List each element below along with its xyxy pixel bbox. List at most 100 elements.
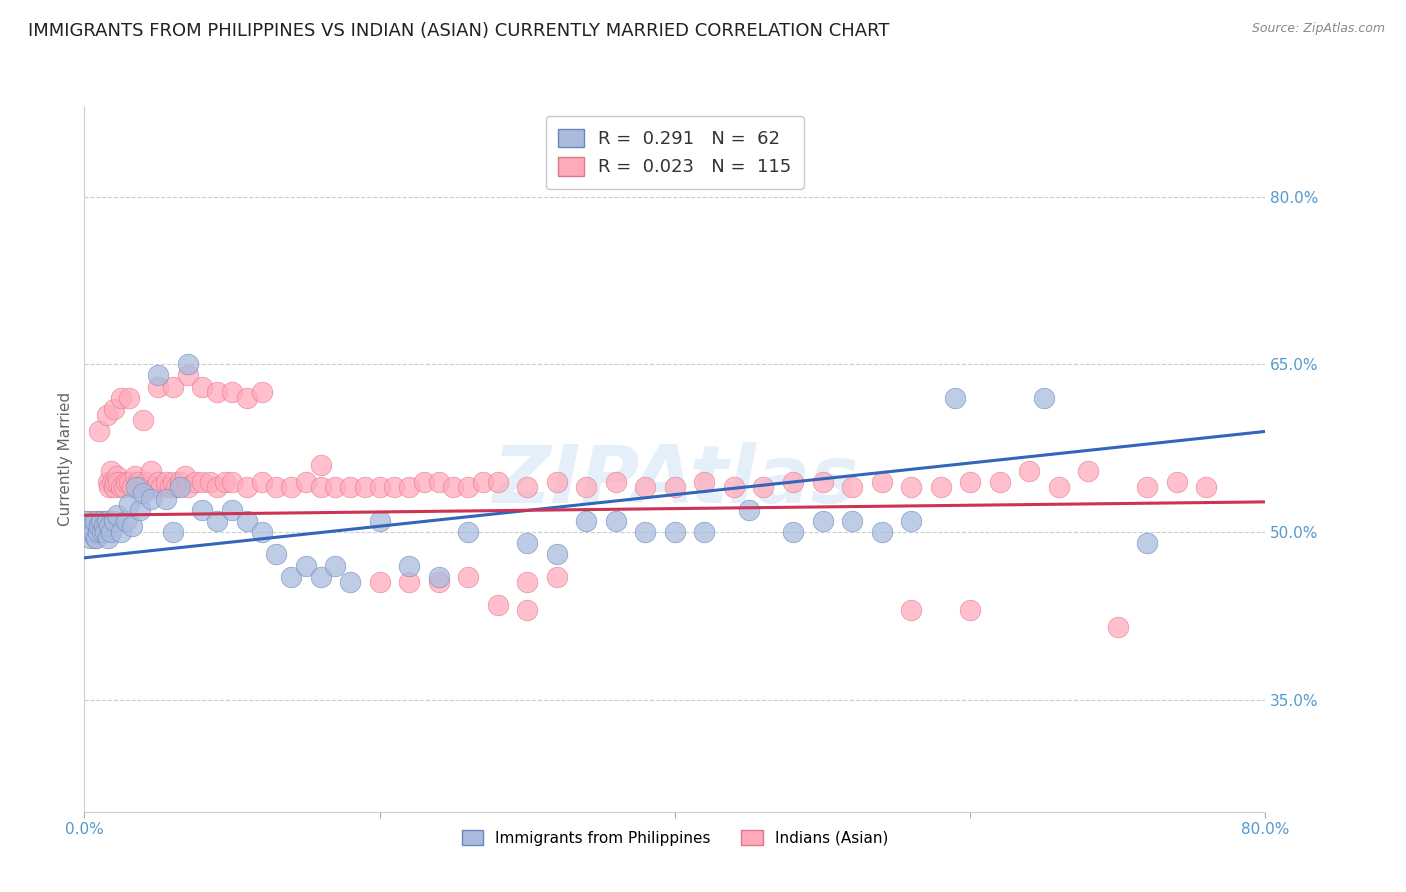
Point — [79, 531, 101, 545]
Point — [127, 475, 149, 489]
Point — [752, 480, 775, 494]
Point — [443, 480, 465, 494]
Point — [118, 497, 141, 511]
Point — [900, 480, 922, 494]
Point — [236, 391, 259, 405]
Point — [155, 475, 177, 489]
Point — [143, 480, 166, 494]
Point — [86, 525, 108, 540]
Point — [309, 458, 332, 472]
Point — [811, 475, 834, 489]
Point — [148, 475, 170, 489]
Point — [486, 475, 509, 489]
Point — [1107, 620, 1129, 634]
Point — [121, 519, 143, 533]
Point — [325, 558, 347, 573]
Point — [413, 475, 436, 489]
Point — [150, 480, 173, 494]
Point — [309, 480, 332, 494]
Point — [184, 475, 207, 489]
Point — [266, 480, 288, 494]
Point — [132, 413, 155, 427]
Point — [207, 480, 229, 494]
Point — [84, 531, 107, 545]
Point — [339, 575, 361, 590]
Point — [457, 525, 479, 540]
Point — [87, 525, 111, 540]
Point — [84, 519, 107, 533]
Point — [103, 514, 125, 528]
Point — [870, 475, 893, 489]
Point — [1047, 480, 1070, 494]
Point — [236, 480, 259, 494]
Point — [546, 475, 568, 489]
Point — [162, 475, 184, 489]
Point — [118, 391, 141, 405]
Point — [132, 486, 155, 500]
Point — [177, 480, 200, 494]
Point — [516, 603, 538, 617]
Point — [139, 491, 162, 506]
Point — [959, 603, 981, 617]
Point — [90, 514, 112, 528]
Point — [162, 525, 184, 540]
Legend: Immigrants from Philippines, Indians (Asian): Immigrants from Philippines, Indians (As… — [454, 822, 896, 854]
Point — [76, 514, 98, 528]
Point — [90, 514, 112, 528]
Point — [112, 480, 135, 494]
Point — [738, 502, 761, 516]
Point — [165, 480, 187, 494]
Point — [94, 525, 117, 540]
Point — [91, 525, 114, 540]
Point — [169, 480, 191, 494]
Point — [546, 570, 568, 584]
Point — [98, 519, 121, 533]
Point — [427, 575, 450, 590]
Point — [135, 475, 157, 489]
Point — [841, 480, 863, 494]
Point — [129, 480, 152, 494]
Point — [93, 514, 115, 528]
Point — [221, 385, 243, 400]
Point — [1136, 536, 1159, 550]
Point — [96, 514, 118, 528]
Point — [124, 469, 146, 483]
Point — [139, 464, 162, 478]
Point — [634, 480, 657, 494]
Point — [309, 570, 332, 584]
Point — [107, 475, 129, 489]
Point — [100, 525, 122, 540]
Point — [457, 570, 479, 584]
Point — [472, 475, 495, 489]
Point — [295, 558, 318, 573]
Y-axis label: Currently Married: Currently Married — [58, 392, 73, 526]
Point — [236, 514, 259, 528]
Point — [782, 475, 804, 489]
Point — [162, 379, 184, 393]
Point — [97, 531, 120, 545]
Point — [1033, 391, 1056, 405]
Point — [250, 475, 273, 489]
Point — [605, 475, 627, 489]
Point — [325, 480, 347, 494]
Point — [427, 570, 450, 584]
Point — [368, 514, 391, 528]
Point — [159, 480, 181, 494]
Point — [1136, 480, 1159, 494]
Point — [121, 480, 143, 494]
Point — [97, 475, 120, 489]
Point — [94, 525, 117, 540]
Point — [959, 475, 981, 489]
Point — [221, 502, 243, 516]
Point — [929, 480, 952, 494]
Point — [546, 548, 568, 562]
Point — [605, 514, 627, 528]
Point — [96, 519, 118, 533]
Point — [841, 514, 863, 528]
Point — [155, 491, 177, 506]
Point — [105, 469, 128, 483]
Point — [191, 379, 214, 393]
Point — [86, 514, 108, 528]
Point — [91, 519, 114, 533]
Point — [634, 525, 657, 540]
